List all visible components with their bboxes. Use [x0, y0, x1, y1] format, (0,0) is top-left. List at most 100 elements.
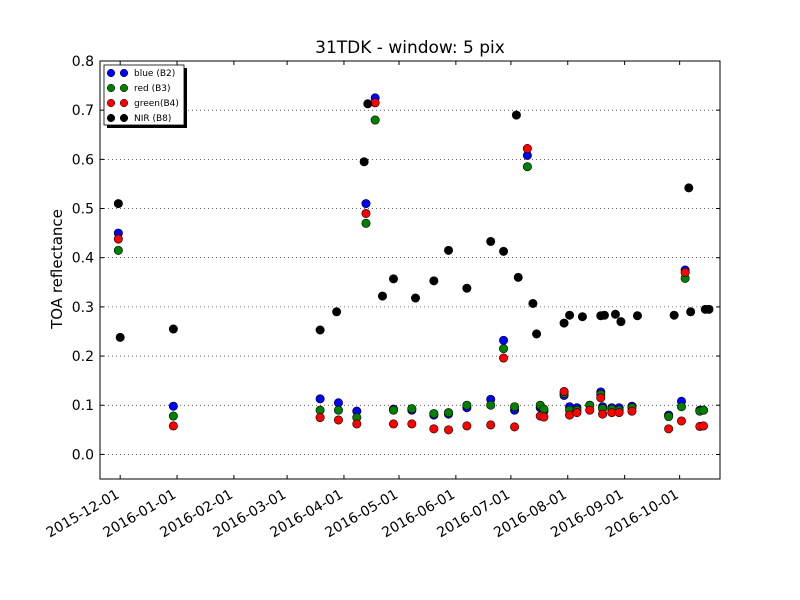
y-tick-label: 0.1	[72, 398, 94, 414]
y-tick-label: 0.2	[72, 349, 94, 365]
data-point	[686, 307, 696, 317]
data-point	[361, 218, 371, 228]
legend-marker	[119, 98, 129, 108]
data-point	[559, 386, 569, 396]
legend: blue (B2) red (B3) green(B4) NIR (B8)	[103, 64, 187, 128]
data-point	[429, 276, 439, 286]
data-point	[407, 419, 417, 429]
data-points	[113, 93, 714, 435]
data-point	[411, 293, 421, 303]
data-point	[363, 99, 373, 109]
data-point	[407, 404, 417, 414]
data-point	[462, 421, 472, 431]
data-point	[559, 318, 569, 328]
data-point	[315, 413, 325, 423]
y-tick-label: 0.3	[72, 300, 94, 316]
data-point	[388, 405, 398, 415]
data-point	[486, 420, 496, 430]
data-point	[664, 412, 674, 422]
y-axis-label: TOA reflectance	[48, 209, 66, 330]
data-point	[596, 393, 606, 403]
data-point	[315, 394, 325, 404]
data-point	[499, 353, 509, 363]
data-point	[572, 408, 582, 418]
y-tick-label: 0.0	[72, 447, 94, 463]
plot-frame	[99, 60, 721, 480]
data-point	[614, 408, 624, 418]
data-point	[499, 335, 509, 345]
legend-box	[103, 64, 185, 126]
data-point	[352, 419, 362, 429]
data-point	[444, 408, 454, 418]
data-point	[598, 409, 608, 419]
data-point	[444, 425, 454, 435]
data-point	[115, 332, 125, 342]
data-point	[168, 324, 178, 334]
legend-marker	[106, 98, 116, 108]
data-point	[429, 424, 439, 434]
data-point	[680, 267, 690, 277]
data-point	[113, 199, 123, 209]
data-point	[361, 199, 371, 209]
data-point	[539, 412, 549, 422]
data-point	[599, 310, 609, 320]
data-point	[610, 309, 620, 319]
data-point	[499, 344, 509, 354]
legend-label: blue (B2)	[134, 69, 175, 79]
y-tick-label: 0.7	[72, 103, 94, 119]
data-point	[676, 416, 686, 426]
data-point	[113, 245, 123, 255]
data-point	[388, 274, 398, 284]
data-point	[361, 208, 371, 218]
y-tick-label: 0.5	[72, 202, 94, 218]
legend-marker	[119, 68, 129, 78]
data-point	[616, 317, 626, 327]
data-point	[429, 409, 439, 419]
data-point	[565, 310, 575, 320]
data-point	[510, 402, 520, 412]
legend-label: green(B4)	[134, 99, 179, 109]
legend-marker	[119, 83, 129, 93]
data-point	[528, 298, 538, 308]
chart-title: 31TDK - window: 5 pix	[315, 38, 505, 58]
data-point	[315, 325, 325, 335]
data-point	[168, 401, 178, 411]
data-point	[113, 234, 123, 244]
data-point	[377, 291, 387, 301]
data-point	[510, 422, 520, 432]
data-point	[370, 98, 380, 108]
data-point	[444, 245, 454, 255]
data-point	[532, 329, 542, 339]
data-point	[669, 310, 679, 320]
y-tick-label: 0.4	[72, 251, 94, 267]
data-point	[168, 411, 178, 421]
data-point	[168, 421, 178, 431]
data-point	[486, 236, 496, 246]
data-point	[698, 405, 708, 415]
data-point	[486, 400, 496, 410]
data-point	[585, 405, 595, 415]
y-tick-label: 0.6	[72, 152, 94, 168]
data-point	[332, 307, 342, 317]
data-point	[632, 311, 642, 321]
legend-marker	[106, 68, 116, 78]
data-point	[577, 312, 587, 322]
data-point	[370, 115, 380, 125]
data-point	[522, 144, 532, 154]
data-point	[333, 405, 343, 415]
legend-marker	[119, 113, 129, 123]
data-point	[499, 246, 509, 256]
legend-marker	[106, 83, 116, 93]
data-point	[522, 162, 532, 172]
data-point	[511, 110, 521, 120]
data-point	[704, 304, 714, 314]
data-point	[333, 415, 343, 425]
data-point	[698, 421, 708, 431]
data-point	[627, 406, 637, 416]
data-point	[359, 157, 369, 167]
data-point	[513, 272, 523, 282]
data-point	[676, 402, 686, 412]
y-tick-label: 0.8	[72, 54, 94, 70]
legend-label: NIR (B8)	[134, 114, 171, 124]
